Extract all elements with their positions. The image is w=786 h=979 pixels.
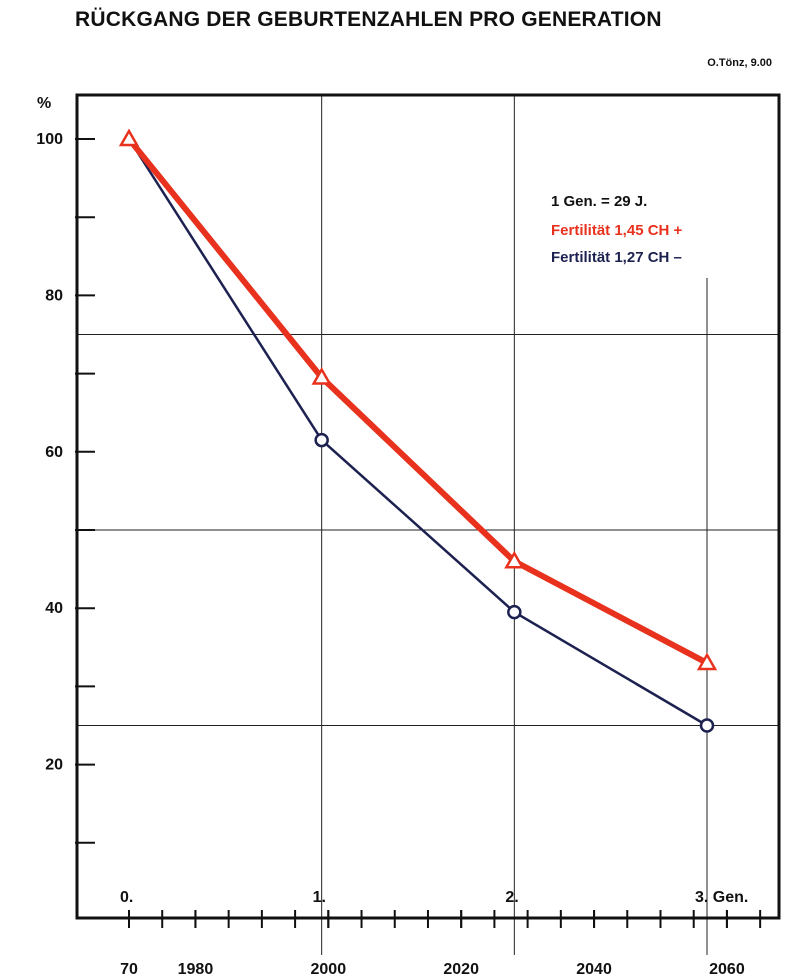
data-point-ch-plus (311, 366, 332, 385)
x-tick-label: 2040 (576, 961, 612, 978)
series-line-ch-plus (126, 137, 709, 666)
data-point-ch-minus (314, 432, 329, 448)
data-point-ch-minus (699, 718, 715, 733)
grid-layer (77, 95, 779, 955)
data-point-ch-plus (504, 550, 525, 569)
legend-entry: Fertilität 1,45 CH + (551, 222, 683, 239)
x-tick-label: 1980 (178, 961, 214, 978)
series-line-ch-minus (127, 138, 708, 727)
generation-label: 3. Gen. (695, 889, 748, 906)
x-tick-label: 70 (120, 961, 138, 978)
legend-entry: Fertilität 1,27 CH – (551, 249, 682, 266)
legend: 1 Gen. = 29 J. Fertilität 1,45 CH + Fertil… (551, 193, 683, 266)
generation-label: 0. (120, 889, 133, 906)
x-tick-label: 2000 (311, 961, 347, 978)
generation-label: 1. (313, 889, 326, 906)
legend-entry: 1 Gen. = 29 J. (551, 193, 647, 210)
y-tick-label: 40 (45, 600, 63, 617)
y-tick-label: 60 (45, 444, 63, 461)
axis-layer (75, 93, 781, 928)
chart-author: O.Tönz, 9.00 (707, 57, 772, 69)
plot-frame (75, 93, 781, 920)
data-point-ch-minus (507, 604, 522, 620)
generation-label: 2. (505, 889, 518, 906)
x-tick-label: 2060 (709, 961, 745, 978)
data-point-ch-plus (118, 128, 140, 147)
x-tick-label: 2020 (443, 961, 479, 978)
y-tick-label: 80 (45, 287, 63, 304)
y-tick-label: 100 (36, 131, 63, 148)
series-layer (118, 128, 718, 733)
data-point-ch-plus (696, 652, 718, 671)
y-axis-label: % (37, 95, 51, 112)
chart-title: RÜCKGANG DER GEBURTENZAHLEN PRO GENERATI… (75, 8, 662, 31)
y-tick-label: 20 (45, 757, 63, 774)
